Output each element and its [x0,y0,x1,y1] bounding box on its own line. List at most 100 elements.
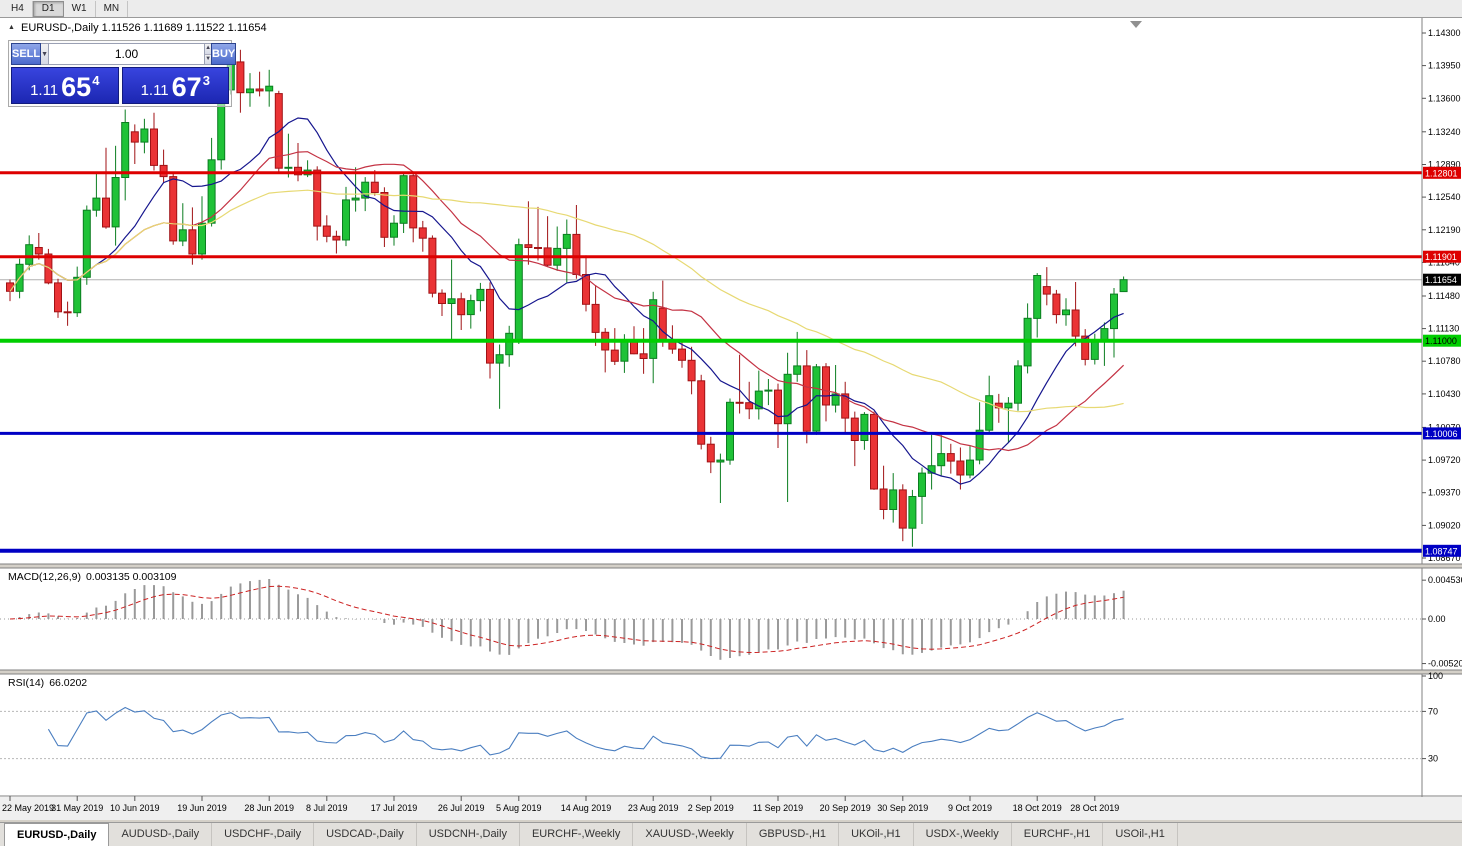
timeframe-button-H4[interactable]: H4 [3,0,33,17]
tab-EURCHF-Weekly[interactable]: EURCHF-,Weekly [520,823,634,846]
candle-bull[interactable] [514,238,523,344]
candle-bull[interactable] [918,467,926,525]
tab-USDCHF-Daily[interactable]: USDCHF-,Daily [212,823,315,846]
candle-bull[interactable] [207,137,216,227]
candle-bear[interactable] [188,207,197,265]
candle-bull[interactable] [1062,298,1070,326]
tab-AUDUSD-Daily[interactable]: AUDUSD-,Daily [109,823,213,846]
candle-bull[interactable] [25,235,34,271]
candle-bear[interactable] [802,350,811,444]
buy-price-display[interactable]: 1.11 67 3 [121,67,229,104]
timeframe-button-D1[interactable]: D1 [32,0,64,17]
candle-bull[interactable] [1033,273,1042,338]
panel-splitter[interactable] [0,564,1462,568]
candle-bear[interactable] [332,230,341,254]
candle-bear[interactable] [150,112,158,171]
candle-bear[interactable] [1052,289,1061,324]
candle-bear[interactable] [850,411,859,467]
candle-bull[interactable] [764,379,773,406]
sell-button[interactable]: SELL [11,43,42,65]
candle-bear[interactable] [687,346,696,395]
candle-bear[interactable] [956,447,965,490]
tab-GBPUSD-H1[interactable]: GBPUSD-,H1 [747,823,840,846]
candle-bear[interactable] [870,411,878,490]
sell-price-display[interactable]: 1.11 65 4 [11,67,119,104]
candle-bull[interactable] [889,473,898,523]
candle-bear[interactable] [697,374,706,450]
candle-bull[interactable] [716,453,725,503]
candle-bear[interactable] [44,248,53,285]
candle-bull[interactable] [466,294,475,329]
candle-bear[interactable] [1081,329,1090,366]
candle-bull[interactable] [265,69,274,107]
candle-bull[interactable] [198,196,206,260]
candle-bear[interactable] [639,328,648,374]
candle-bull[interactable] [812,364,821,435]
candle-bear[interactable] [159,149,168,184]
candle-bear[interactable] [610,328,619,365]
candle-bear[interactable] [582,255,590,312]
candle-bull[interactable] [1119,276,1128,293]
candle-bear[interactable] [130,124,139,164]
timeframe-button-W1[interactable]: W1 [64,0,96,17]
collapse-trade-panel-icon[interactable]: ▲ [8,24,15,31]
candle-bull[interactable] [966,446,974,479]
candle-bull[interactable] [908,489,917,547]
candle-bear[interactable] [735,354,744,414]
candle-bear[interactable] [457,292,466,330]
candle-bear[interactable] [418,220,427,252]
tab-XAUUSD-Weekly[interactable]: XAUUSD-,Weekly [633,823,747,846]
candle-bull[interactable] [649,291,658,384]
candle-bull[interactable] [390,215,398,246]
candle-bear[interactable] [678,341,686,368]
candle-bear[interactable] [879,465,888,520]
candle-bull[interactable] [985,375,994,434]
candle-bear[interactable] [706,436,715,474]
candle-bear[interactable] [255,71,264,97]
candle-bull[interactable] [447,259,456,340]
candle-bear[interactable] [822,363,830,422]
candle-bull[interactable] [505,325,514,367]
candle-bear[interactable] [438,289,446,316]
candle-bear[interactable] [34,233,43,260]
tab-USDCAD-Daily[interactable]: USDCAD-,Daily [314,823,417,846]
candle-bear[interactable] [534,206,542,261]
tab-USOil-H1[interactable]: USOil-,H1 [1103,823,1178,846]
volume-dropdown-icon[interactable]: ▼ [41,43,50,65]
candle-bull[interactable] [342,186,350,247]
price-chart-svg[interactable]: 1.14300 1.13950 1.13600 1.13240 1.12890 1.125… [0,18,1462,820]
buy-button[interactable]: BUY [211,43,237,65]
tab-EURCHF-H1[interactable]: EURCHF-,H1 [1012,823,1104,846]
candle-bear[interactable] [236,49,245,113]
candle-bull[interactable] [754,370,763,420]
candle-bull[interactable] [1004,397,1013,443]
volume-down-icon[interactable]: ▼ [205,54,212,64]
candle-bull[interactable] [351,167,360,212]
candle-bull[interactable] [1110,288,1118,358]
candle-bear[interactable] [380,187,389,247]
candle-bear[interactable] [313,166,322,241]
candle-bear[interactable] [409,171,418,243]
volume-input[interactable] [49,43,205,65]
panel-splitter[interactable] [0,670,1462,674]
candle-bear[interactable] [524,201,533,265]
candle-bull[interactable] [121,109,130,201]
candle-bear[interactable] [591,285,600,346]
candle-bear[interactable] [1071,282,1080,347]
candle-bull[interactable] [82,205,91,285]
candle-bear[interactable] [1042,267,1051,306]
candle-bear[interactable] [169,173,178,245]
candle-bear[interactable] [370,170,379,196]
tab-EURUSD-Daily[interactable]: EURUSD-,Daily [4,823,110,846]
candle-bull[interactable] [140,118,149,154]
timeframe-button-MN[interactable]: MN [96,0,129,17]
candle-bull[interactable] [284,133,293,178]
tab-UKOil-H1[interactable]: UKOil-,H1 [839,823,914,846]
chart-shift-marker-icon[interactable] [1130,21,1142,28]
candle-bear[interactable] [54,278,62,318]
candle-bear[interactable] [946,443,955,474]
candle-bear[interactable] [898,484,907,542]
candle-bull[interactable] [476,282,485,312]
candle-bull[interactable] [399,171,408,233]
candle-bull[interactable] [783,352,792,502]
